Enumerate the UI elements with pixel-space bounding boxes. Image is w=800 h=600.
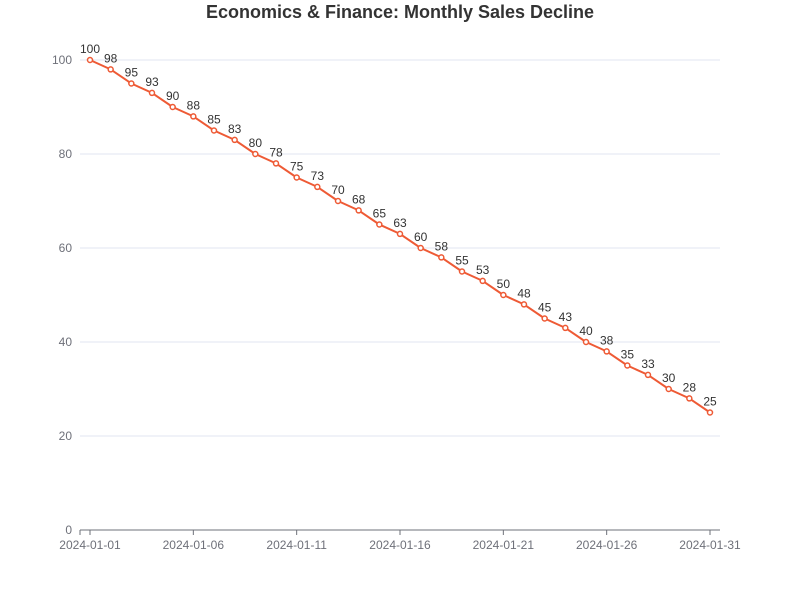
x-tick-label: 2024-01-06	[163, 538, 225, 552]
data-point	[500, 291, 507, 299]
data-point	[438, 254, 445, 261]
data-label: 53	[476, 263, 490, 277]
data-label: 93	[145, 75, 159, 89]
data-point	[107, 66, 114, 73]
data-label: 90	[166, 89, 180, 103]
data-point	[334, 197, 342, 205]
data-point	[396, 230, 404, 238]
y-tick-label: 20	[59, 429, 73, 443]
data-point	[190, 113, 197, 120]
data-label: 100	[80, 42, 100, 56]
data-label: 43	[559, 310, 573, 324]
x-tick-label: 2024-01-11	[266, 538, 327, 552]
data-point	[686, 395, 693, 402]
data-label: 40	[579, 324, 593, 338]
data-label: 98	[104, 51, 118, 65]
data-label: 25	[703, 395, 717, 409]
data-point	[272, 160, 280, 167]
data-label: 78	[269, 145, 283, 159]
data-point	[458, 268, 466, 275]
data-label: 50	[497, 277, 511, 291]
data-point	[541, 315, 548, 322]
data-label: 85	[207, 113, 221, 127]
data-label: 65	[373, 207, 387, 221]
data-label: 55	[455, 254, 469, 268]
chart-title: Economics & Finance: Monthly Sales Decli…	[205, 2, 595, 22]
data-label: 73	[311, 169, 325, 183]
y-tick-label: 80	[59, 147, 73, 161]
data-point	[603, 348, 610, 355]
y-tick-label: 60	[59, 241, 73, 255]
data-label: 60	[414, 230, 428, 244]
data-label: 83	[228, 122, 242, 136]
x-tick-label: 2024-01-26	[576, 538, 638, 552]
data-point	[582, 338, 590, 346]
data-point	[706, 409, 714, 416]
data-label: 63	[393, 216, 407, 230]
data-point	[293, 174, 300, 181]
x-tick-label: 2024-01-21	[473, 538, 535, 552]
data-label: 95	[125, 66, 139, 80]
data-label: 80	[249, 136, 263, 150]
data-point	[417, 244, 424, 252]
data-point	[665, 385, 672, 393]
data-point	[520, 301, 528, 308]
data-point	[210, 127, 218, 134]
data-label: 58	[435, 239, 449, 253]
data-point	[644, 371, 652, 379]
data-label: 88	[187, 98, 201, 112]
data-label: 48	[517, 286, 531, 300]
data-point	[86, 56, 94, 64]
x-tick-label: 2024-01-01	[59, 538, 121, 552]
data-point	[376, 221, 383, 228]
data-point	[355, 207, 362, 214]
data-label: 38	[600, 333, 614, 347]
data-point	[231, 136, 238, 144]
x-tick-label: 2024-01-31	[679, 538, 741, 552]
data-label: 68	[352, 192, 366, 206]
y-tick-label: 100	[52, 53, 72, 67]
data-point	[314, 183, 321, 191]
data-label: 70	[331, 183, 345, 197]
data-point	[148, 89, 156, 97]
data-label: 28	[683, 380, 697, 394]
data-point	[479, 277, 486, 285]
data-point	[169, 103, 176, 111]
data-point	[562, 324, 569, 332]
y-tick-label: 0	[65, 523, 72, 537]
data-point	[624, 362, 631, 369]
data-label: 45	[538, 301, 552, 315]
data-label: 75	[290, 160, 304, 174]
y-tick-label: 40	[59, 335, 73, 349]
data-label: 35	[621, 348, 635, 362]
x-tick-label: 2024-01-16	[369, 538, 431, 552]
data-label: 33	[641, 357, 655, 371]
data-label: 30	[662, 371, 676, 385]
data-point	[252, 150, 259, 158]
data-point	[128, 80, 135, 87]
